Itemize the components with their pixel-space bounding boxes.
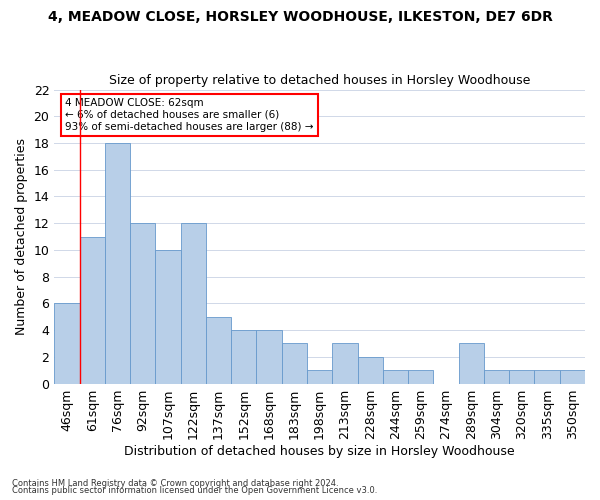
Bar: [484, 370, 509, 384]
Bar: [509, 370, 535, 384]
Bar: [408, 370, 433, 384]
Bar: [206, 317, 231, 384]
Title: Size of property relative to detached houses in Horsley Woodhouse: Size of property relative to detached ho…: [109, 74, 530, 87]
Bar: [256, 330, 282, 384]
Bar: [383, 370, 408, 384]
Bar: [282, 344, 307, 384]
Bar: [458, 344, 484, 384]
Bar: [105, 143, 130, 384]
Bar: [535, 370, 560, 384]
Text: 4, MEADOW CLOSE, HORSLEY WOODHOUSE, ILKESTON, DE7 6DR: 4, MEADOW CLOSE, HORSLEY WOODHOUSE, ILKE…: [47, 10, 553, 24]
X-axis label: Distribution of detached houses by size in Horsley Woodhouse: Distribution of detached houses by size …: [124, 444, 515, 458]
Y-axis label: Number of detached properties: Number of detached properties: [15, 138, 28, 335]
Bar: [358, 357, 383, 384]
Bar: [560, 370, 585, 384]
Bar: [307, 370, 332, 384]
Bar: [181, 223, 206, 384]
Bar: [155, 250, 181, 384]
Bar: [80, 236, 105, 384]
Bar: [231, 330, 256, 384]
Text: Contains public sector information licensed under the Open Government Licence v3: Contains public sector information licen…: [12, 486, 377, 495]
Text: Contains HM Land Registry data © Crown copyright and database right 2024.: Contains HM Land Registry data © Crown c…: [12, 478, 338, 488]
Bar: [332, 344, 358, 384]
Bar: [130, 223, 155, 384]
Text: 4 MEADOW CLOSE: 62sqm
← 6% of detached houses are smaller (6)
93% of semi-detach: 4 MEADOW CLOSE: 62sqm ← 6% of detached h…: [65, 98, 313, 132]
Bar: [54, 304, 80, 384]
